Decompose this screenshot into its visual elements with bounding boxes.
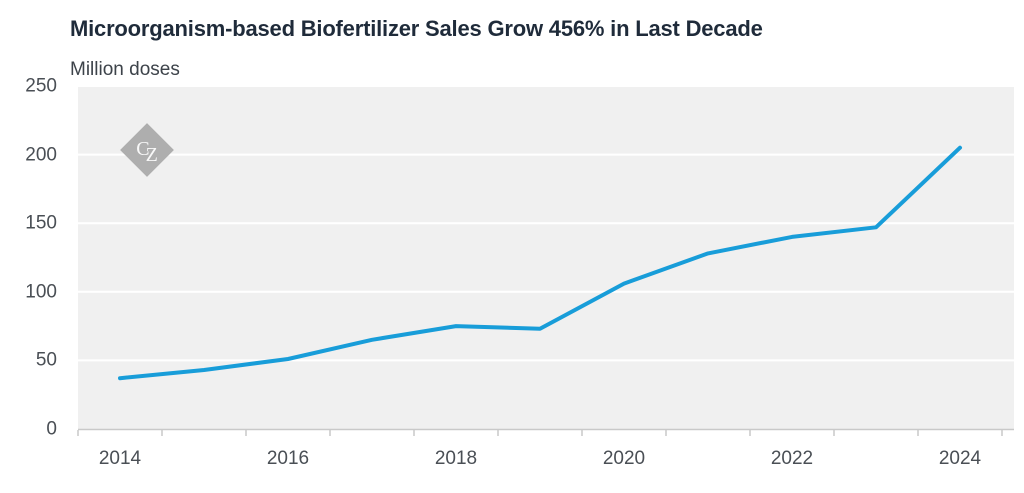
y-axis-label-150: 150 [25,212,57,234]
y-axis-label-100: 100 [25,281,57,303]
chart-title: Microorganism-based Biofertilizer Sales … [70,16,763,41]
cz-watermark: CZ [120,123,174,177]
y-axis-unit-label: Million doses [70,59,180,80]
x-axis-label-2016: 2016 [266,448,310,469]
sales-line [118,145,962,381]
x-axis-label-2022: 2022 [770,448,814,469]
x-axis-label-2018: 2018 [434,448,478,469]
x-axis-label-2020: 2020 [602,448,646,469]
y-axis-label-50: 50 [35,349,57,371]
plot-area [78,86,1014,429]
y-axis-label-200: 200 [25,144,57,166]
watermark-monogram: CZ [136,138,158,166]
watermark-diamond [120,123,174,177]
y-axis-label-250: 250 [25,75,57,97]
y-axis-label-0: 0 [46,418,57,440]
x-axis-label-2024: 2024 [938,448,982,469]
x-axis-label-2014: 2014 [98,448,142,469]
